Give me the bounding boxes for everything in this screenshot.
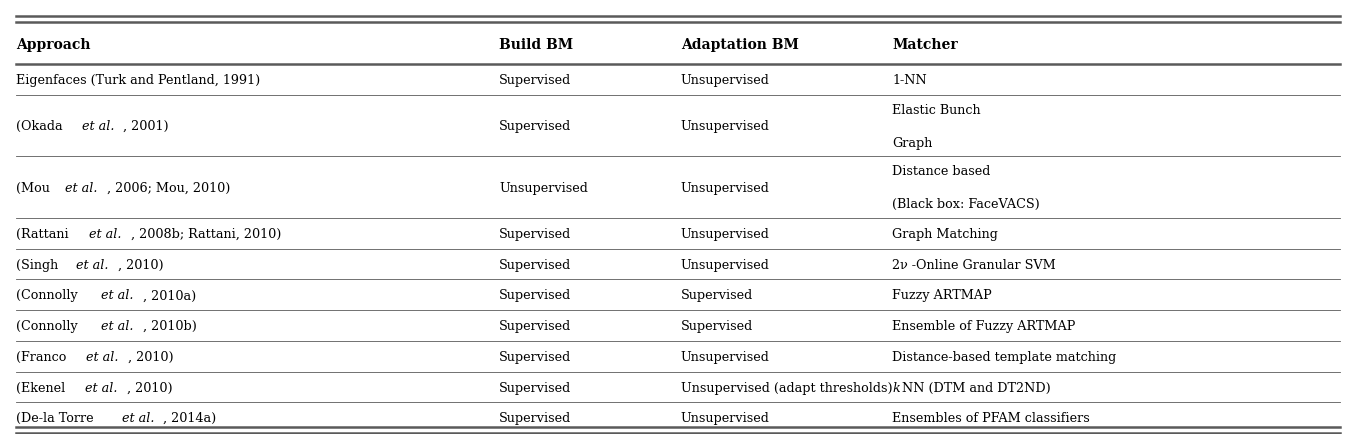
Text: Supervised: Supervised — [499, 258, 571, 271]
Text: Supervised: Supervised — [681, 319, 753, 332]
Text: k: k — [892, 381, 900, 394]
Text: et al.: et al. — [65, 181, 98, 194]
Text: Supervised: Supervised — [499, 289, 571, 302]
Text: et al.: et al. — [89, 227, 122, 240]
Text: Unsupervised (adapt thresholds): Unsupervised (adapt thresholds) — [681, 381, 892, 394]
Text: Supervised: Supervised — [499, 350, 571, 363]
Text: Supervised: Supervised — [499, 74, 571, 87]
Text: Adaptation BM: Adaptation BM — [681, 38, 799, 52]
Text: , 2010a): , 2010a) — [142, 289, 197, 302]
Text: , 2008b; Rattani, 2010): , 2008b; Rattani, 2010) — [132, 227, 282, 240]
Text: Unsupervised: Unsupervised — [681, 74, 770, 87]
Text: Supervised: Supervised — [681, 289, 753, 302]
Text: Unsupervised: Unsupervised — [681, 350, 770, 363]
Text: Fuzzy ARTMAP: Fuzzy ARTMAP — [892, 289, 993, 302]
Text: et al.: et al. — [102, 319, 133, 332]
Text: Supervised: Supervised — [499, 411, 571, 424]
Text: Graph: Graph — [892, 136, 933, 149]
Text: et al.: et al. — [87, 350, 119, 363]
Text: (Franco: (Franco — [16, 350, 71, 363]
Text: et al.: et al. — [122, 411, 155, 424]
Text: Ensemble of Fuzzy ARTMAP: Ensemble of Fuzzy ARTMAP — [892, 319, 1075, 332]
Text: Unsupervised: Unsupervised — [681, 120, 770, 133]
Text: Approach: Approach — [16, 38, 91, 52]
Text: Supervised: Supervised — [499, 227, 571, 240]
Text: Supervised: Supervised — [499, 319, 571, 332]
Text: , 2010): , 2010) — [129, 350, 174, 363]
Text: (De-la Torre: (De-la Torre — [16, 411, 98, 424]
Text: et al.: et al. — [85, 381, 118, 394]
Text: Unsupervised: Unsupervised — [499, 181, 589, 194]
Text: Unsupervised: Unsupervised — [681, 411, 770, 424]
Text: (Okada: (Okada — [16, 120, 66, 133]
Text: Distance-based template matching: Distance-based template matching — [892, 350, 1116, 363]
Text: 1-NN: 1-NN — [892, 74, 928, 87]
Text: (Ekenel: (Ekenel — [16, 381, 69, 394]
Text: , 2006; Mou, 2010): , 2006; Mou, 2010) — [107, 181, 231, 194]
Text: , 2001): , 2001) — [123, 120, 170, 133]
Text: , 2010): , 2010) — [126, 381, 172, 394]
Text: Elastic Bunch: Elastic Bunch — [892, 103, 980, 116]
Text: Build BM: Build BM — [499, 38, 574, 52]
Text: Ensembles of PFAM classifiers: Ensembles of PFAM classifiers — [892, 411, 1090, 424]
Text: (Black box: FaceVACS): (Black box: FaceVACS) — [892, 198, 1040, 211]
Text: (Connolly: (Connolly — [16, 289, 81, 302]
Text: et al.: et al. — [81, 120, 114, 133]
Text: Unsupervised: Unsupervised — [681, 181, 770, 194]
Text: 2ν -Online Granular SVM: 2ν -Online Granular SVM — [892, 258, 1056, 271]
Text: (Singh: (Singh — [16, 258, 62, 271]
Text: Unsupervised: Unsupervised — [681, 227, 770, 240]
Text: , 2010): , 2010) — [118, 258, 163, 271]
Text: et al.: et al. — [102, 289, 133, 302]
Text: (Mou: (Mou — [16, 181, 54, 194]
Text: Eigenfaces (Turk and Pentland, 1991): Eigenfaces (Turk and Pentland, 1991) — [16, 74, 260, 87]
Text: Supervised: Supervised — [499, 120, 571, 133]
Text: Graph Matching: Graph Matching — [892, 227, 998, 240]
Text: , 2014a): , 2014a) — [163, 411, 217, 424]
Text: et al.: et al. — [76, 258, 108, 271]
Text: Distance based: Distance based — [892, 164, 991, 178]
Text: Supervised: Supervised — [499, 381, 571, 394]
Text: Unsupervised: Unsupervised — [681, 258, 770, 271]
Text: , 2010b): , 2010b) — [142, 319, 197, 332]
Text: NN (DTM and DT2ND): NN (DTM and DT2ND) — [902, 381, 1051, 394]
Text: (Connolly: (Connolly — [16, 319, 81, 332]
Text: (Rattani: (Rattani — [16, 227, 73, 240]
Text: Matcher: Matcher — [892, 38, 957, 52]
